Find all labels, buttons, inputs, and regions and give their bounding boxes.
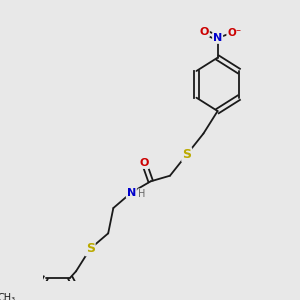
Text: N: N [213, 33, 222, 43]
Text: O: O [200, 27, 209, 37]
Text: S: S [86, 242, 95, 255]
Text: H: H [138, 189, 145, 199]
Text: S: S [182, 148, 191, 161]
Text: CH₃: CH₃ [0, 293, 16, 300]
Text: O: O [140, 158, 149, 168]
Text: O⁻: O⁻ [227, 28, 242, 38]
Text: N: N [127, 188, 136, 198]
